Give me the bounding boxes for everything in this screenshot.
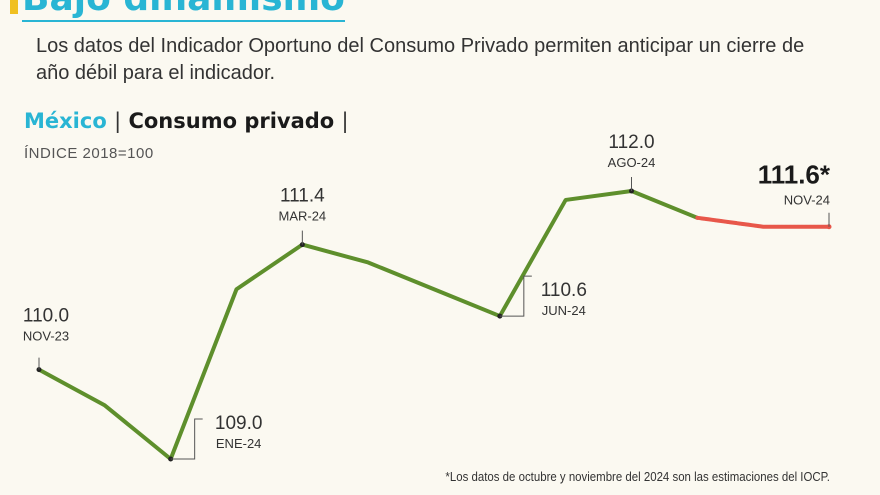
headline: Bajo dinamismo (22, 0, 345, 19)
value-label: 111.4 (280, 186, 325, 207)
annotation-leader (170, 418, 203, 460)
value-label: 109.0 (215, 413, 263, 434)
footnote: *Los datos de octubre y noviembre del 20… (445, 469, 830, 484)
subtitle: Los datos del Indicador Oportuno del Con… (36, 35, 805, 84)
chart-title: México | Consumo privado | (24, 109, 349, 133)
headline-accent-mark (10, 0, 18, 14)
date-label: JUN-24 (542, 303, 586, 318)
date-label: ENE-24 (216, 436, 262, 451)
date-label: MAR-24 (278, 209, 326, 224)
headline-underline (22, 20, 345, 22)
date-label: NOV-24 (784, 193, 830, 208)
value-label: 110.0 (23, 306, 69, 327)
index-base-label: ÍNDICE 2018=100 (24, 145, 154, 162)
chart-country: México (24, 109, 107, 133)
title-separator: | (114, 109, 122, 133)
series-observed-line (37, 189, 700, 461)
date-label: AGO-24 (608, 155, 656, 170)
annotation-leader (499, 275, 532, 317)
series-estimated-line (695, 215, 831, 229)
chart-metric: Consumo privado (128, 109, 335, 133)
value-label: 112.0 (608, 132, 654, 153)
title-separator-end: | (341, 109, 349, 133)
date-label: NOV-23 (23, 329, 69, 344)
value-label: 111.6* (758, 160, 831, 190)
value-label: 110.6 (541, 280, 587, 301)
